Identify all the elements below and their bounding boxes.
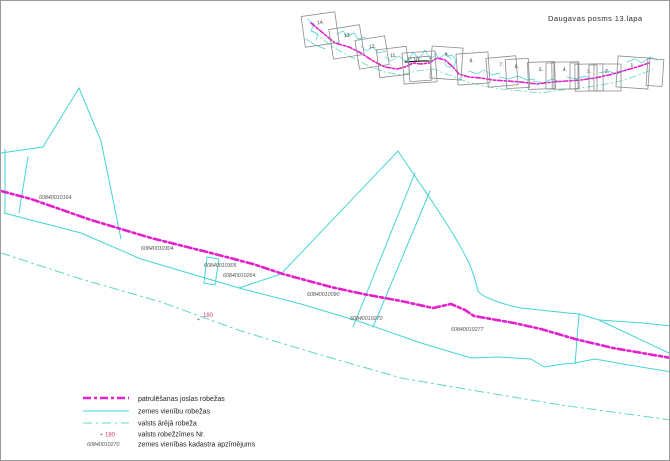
overview-subframe <box>569 62 579 90</box>
overview-subframe <box>645 58 665 87</box>
overview-subframe <box>588 64 598 92</box>
sheet-number: 13. <box>344 32 352 39</box>
overview-subframe <box>545 62 555 90</box>
sheet-number: 7. <box>499 62 504 68</box>
legend-label: valsts robežzīmes Nr. <box>138 432 205 439</box>
sheet-number: 8. <box>469 58 474 64</box>
sheet-number: 6. <box>515 64 519 70</box>
sheet-frame-7: 7. <box>485 55 519 88</box>
sheet-number: 9. <box>444 52 449 58</box>
cadastre-label: 60840010277 <box>451 327 484 333</box>
sheet-number: 14. <box>317 19 325 26</box>
legend-marker-cross-icon: + <box>100 432 103 438</box>
sheet-number: 10. <box>413 57 420 63</box>
legend-label: patrulēšanas joslas robežas <box>138 396 225 403</box>
cadastre-label: 60840010304 <box>141 246 173 252</box>
cadastre-label: 60840010305 <box>204 263 236 269</box>
patrol-boundary-line <box>1 189 669 359</box>
sheet-number: 5. <box>539 67 543 73</box>
sheet-frame-4: 4. <box>551 61 580 90</box>
sheet-frame-8: 8. <box>455 51 491 86</box>
sheet-frame-6: 6. <box>504 57 531 89</box>
cadastre-label: 60840010264 <box>223 273 255 279</box>
cadastre-label: 60840010090 <box>307 292 339 298</box>
legend-label: zemes vienības kadastra apzīmējums <box>138 442 256 449</box>
sheet-frame-2: 2. <box>593 63 622 92</box>
sheet-number: 4. <box>563 67 567 73</box>
cadastre-label: 60840010270 <box>350 316 382 322</box>
overview-state-border-line <box>312 30 654 94</box>
legend-cadastre-number: 60840010270 <box>87 442 119 448</box>
legend-marker-number: 180 <box>105 433 116 439</box>
legend-label: valsts ārējā robeža <box>138 421 197 428</box>
main-map: 60840010164 60840010304 60840010305 6084… <box>1 87 669 421</box>
sheet-number: 12. <box>369 43 377 50</box>
border-marker-cross-icon: + <box>197 317 200 323</box>
overview-patrol-line <box>310 22 650 85</box>
sheet-frame-9: 9. <box>429 45 464 81</box>
sheet-frame-11: 11. <box>376 45 410 79</box>
sheet-number: 2. <box>605 69 609 75</box>
sheet-frame-10: 10. <box>401 50 438 85</box>
sheet-frame-1: 1. <box>615 55 651 90</box>
cadastre-labels: 60840010164 60840010304 60840010305 6084… <box>39 195 484 333</box>
legend-label: zemes vienību robežas <box>138 409 210 416</box>
overview-highlight-segment <box>404 60 430 63</box>
border-marker-180: + 180 <box>197 313 214 323</box>
sheet-frame-12: 12. <box>354 35 390 70</box>
sheet-frame-5: 5. <box>527 61 556 90</box>
sheet-frame-14: 14. <box>300 11 340 48</box>
border-marker-number: 180 <box>203 313 214 319</box>
parcel-boundary-lines <box>1 87 669 373</box>
state-border-line <box>1 252 669 421</box>
cadastre-label: 60840010164 <box>39 195 71 201</box>
page-title: Daugavas posms 13.lapa <box>548 14 643 23</box>
sheet-number: 11. <box>390 53 397 60</box>
legend: patrulēšanas joslas robežas zemes vienīb… <box>83 396 256 449</box>
overview-strip: 14. 13. 12. 11. 10. 9. <box>300 11 665 94</box>
sheet-number: 1. <box>630 63 635 69</box>
